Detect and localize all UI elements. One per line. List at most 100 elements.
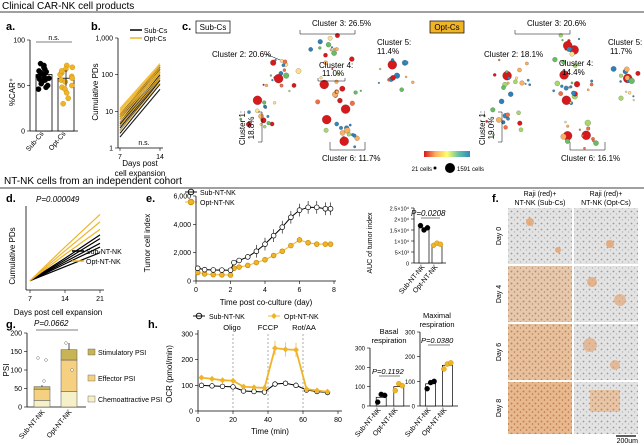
panel-e: e. Sub-NT-NK Opt-NT-NK Tumor cell index … (143, 188, 446, 307)
data-point (42, 379, 46, 383)
cluster-node (586, 126, 591, 131)
y-tick-label: 0 (412, 405, 416, 411)
data-point (253, 248, 260, 255)
panel-b-xlabel-2: cell expansion (115, 169, 166, 178)
cluster-node (274, 58, 277, 62)
y-tick-label: 200 (355, 366, 366, 372)
panel-h-inject-fccp: FCCP (258, 323, 278, 332)
cluster-node (589, 82, 594, 87)
y-tick-label: 0 (21, 129, 25, 136)
x-tick-label: 80 (334, 417, 342, 424)
data-point (272, 381, 278, 387)
x-tick-label: 0 (196, 417, 200, 424)
panel-a: a. %CAR⁺ 0 50 100 n.s. Sub-Cs Opt-Cs (6, 21, 78, 153)
panel-h-basal-title: Basal (380, 327, 399, 336)
data-point (431, 378, 437, 385)
data-point (288, 214, 294, 221)
y-tick-label: 10 (105, 109, 113, 116)
cluster-node (496, 117, 502, 123)
bar (418, 227, 430, 264)
cluster-node (525, 61, 529, 66)
data-point (293, 346, 299, 353)
y-tick-label: 50 (17, 83, 25, 90)
y-tick-label: 2×10⁴ (394, 217, 409, 224)
y-tick-label: 150 (10, 349, 22, 356)
f-image-day0-opt (574, 208, 638, 264)
cluster-node (506, 116, 510, 121)
data-point (69, 75, 75, 82)
panel-e-label: e. (146, 193, 155, 205)
data-point (219, 383, 226, 390)
data-point (194, 265, 201, 272)
cluster-node (279, 59, 284, 63)
cluster-node (505, 112, 510, 117)
y-tick-label: 6,000 (173, 194, 191, 201)
series-line (29, 234, 101, 282)
cluster-node (517, 67, 522, 73)
data-point (296, 237, 303, 243)
cluster-node (627, 91, 632, 95)
cluster-node (349, 100, 355, 106)
cluster-node (348, 123, 352, 127)
cluster-node (558, 33, 563, 38)
data-point (448, 360, 454, 366)
data-point (37, 60, 44, 67)
cluster-node (508, 91, 514, 97)
panel-a-ylabel: %CAR⁺ (8, 78, 17, 106)
cluster-node (390, 75, 396, 81)
cluster-node (517, 120, 523, 126)
panel-h-max-title2: respiration (419, 320, 454, 329)
panel-f-col2-line1: Raji (red)+ (590, 191, 623, 198)
y-tick-label: 300 (355, 347, 366, 353)
cluster-node (263, 125, 267, 129)
y-tick-label: 100 (101, 72, 113, 79)
x-tick-label: 14 (61, 296, 69, 303)
cluster-node (322, 114, 332, 125)
cluster-node (331, 68, 334, 70)
stacked-bar-segment (60, 391, 78, 408)
cluster-node (552, 57, 558, 63)
data-point (69, 64, 76, 71)
c-size-legend-small (433, 166, 437, 170)
panel-a-label: a. (6, 21, 15, 33)
panel-g-label: g. (6, 319, 16, 331)
cluster-node (262, 83, 265, 86)
data-point (327, 241, 334, 247)
data-point (219, 272, 225, 278)
panel-h-basal-pvalue: P=0.1192 (372, 367, 405, 376)
cluster-node (570, 81, 574, 85)
x-tick-label: 7 (118, 154, 122, 161)
cluster-node (351, 133, 355, 137)
data-point (219, 267, 225, 273)
cluster-node (390, 58, 395, 62)
data-point (303, 386, 310, 393)
cluster-node (492, 133, 495, 136)
series-line (119, 83, 161, 134)
data-point (270, 252, 277, 259)
cluster-node (593, 140, 599, 146)
c-sub-cluster4-pct: 11.0% (322, 69, 344, 78)
series-line (29, 252, 101, 282)
x-tick-label: 4 (263, 287, 267, 294)
data-point (282, 346, 289, 353)
cluster-node (493, 73, 497, 77)
data-point (261, 384, 268, 391)
cluster-node (513, 79, 518, 84)
cluster-node (336, 72, 340, 76)
data-point (270, 232, 277, 239)
data-point (64, 341, 68, 345)
cluster-node (560, 84, 564, 88)
cluster-node (283, 72, 290, 79)
data-point (227, 272, 234, 278)
cluster-node (578, 128, 581, 131)
cluster-node (507, 76, 511, 80)
data-point (324, 388, 331, 395)
cluster-node (515, 76, 519, 80)
cluster-node (625, 90, 628, 93)
c-opt-cluster1: Cluster 1: (478, 111, 487, 145)
series-line (119, 71, 161, 118)
cluster-node (619, 73, 623, 78)
panel-a-sig: n.s. (48, 35, 59, 42)
panel-e-ylabel: Tumor cell index (143, 214, 152, 272)
